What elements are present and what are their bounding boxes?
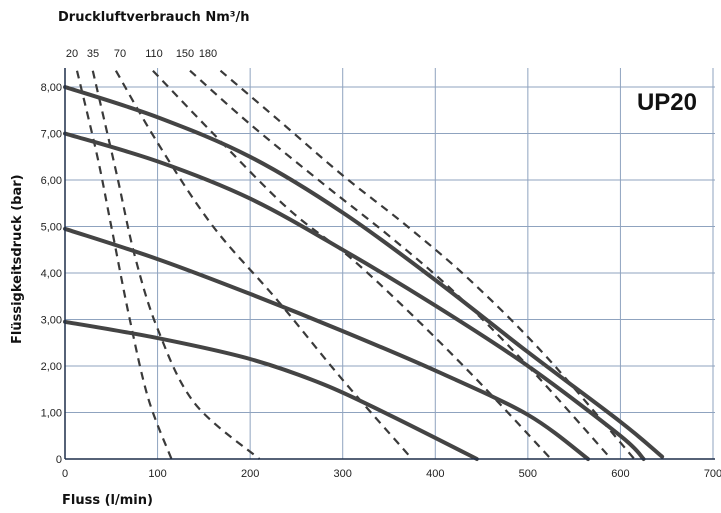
model-label: UP20: [637, 89, 697, 116]
x-tick-label: 0: [62, 468, 68, 480]
grid: [65, 68, 715, 459]
y-axis-title: Flüssigkeitsdruck (bar): [10, 174, 25, 344]
pressure-curve-2: [63, 131, 646, 461]
y-tick-label: 0: [56, 454, 62, 466]
x-axis-title: Fluss (l/min): [62, 493, 153, 508]
y-tick-label: 2,00: [41, 361, 62, 373]
air-curve-label: 35: [87, 48, 99, 60]
y-tick-label: 6,00: [41, 175, 62, 187]
y-tick-label: 1,00: [41, 408, 62, 420]
x-tick-label: 200: [241, 468, 259, 480]
air-curve-label: 70: [114, 48, 126, 60]
air-curve-label: 110: [145, 48, 163, 60]
pressure-curve-3: [63, 226, 590, 461]
air-curve-110: [152, 69, 552, 460]
air-curve-70: [114, 70, 413, 460]
air-curve-20: [75, 70, 173, 460]
air-curve-label: 180: [199, 48, 217, 60]
air-consumption-curves: [75, 69, 636, 460]
y-tick-label: 3,00: [41, 315, 62, 327]
pressure-curves: [63, 85, 665, 461]
y-tick-label: 5,00: [41, 222, 62, 234]
y-tick-label: 7,00: [41, 129, 62, 141]
x-tick-label: 600: [611, 468, 629, 480]
air-curve-labels: 20 35 70 110 150 180: [66, 48, 217, 60]
axes: [64, 68, 715, 460]
pressure-curve-1: [63, 85, 665, 459]
x-tick-label: 400: [426, 468, 444, 480]
air-curve-label: 20: [66, 48, 78, 60]
air-curve-label: 150: [176, 48, 194, 60]
air-curve-180: [219, 69, 636, 460]
y-tick-label: 8,00: [41, 82, 62, 94]
x-tick-label: 500: [519, 468, 537, 480]
x-tick-label: 700: [704, 468, 721, 480]
top-axis-title: Druckluftverbrauch Nm³/h: [58, 10, 249, 25]
pressure-curve-4: [63, 319, 479, 461]
y-tick-label: 4,00: [41, 268, 62, 280]
y-tick-labels: 0 1,00 2,00 3,00 4,00 5,00 6,00 7,00 8,00: [41, 82, 62, 466]
x-tick-label: 100: [148, 468, 166, 480]
x-tick-labels: 0 100 200 300 400 500 600 700: [62, 468, 721, 480]
air-curve-150: [189, 69, 613, 460]
x-tick-label: 300: [334, 468, 352, 480]
